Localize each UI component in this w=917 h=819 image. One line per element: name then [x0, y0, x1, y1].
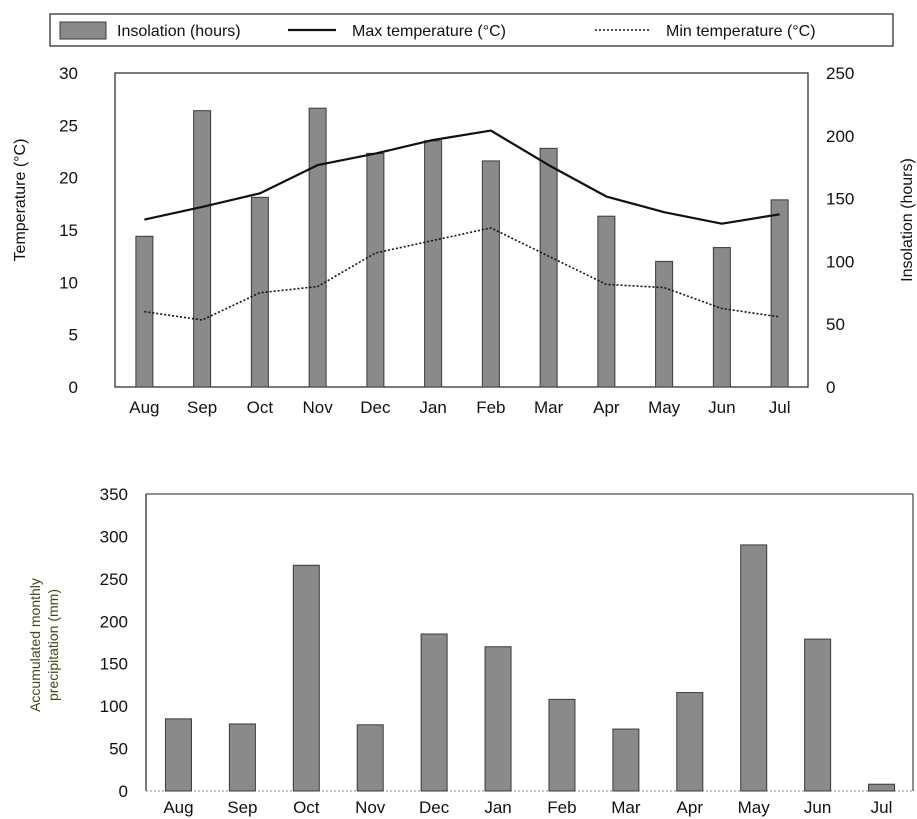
top-x-tick-label: May — [648, 398, 681, 417]
insolation-bar-may — [655, 260, 674, 388]
right-tick-label: 250 — [826, 64, 854, 83]
bottom-x-tick-label: Oct — [293, 798, 320, 817]
precipitation-bars — [164, 544, 896, 792]
bottom-x-tick-label: Jan — [484, 798, 511, 817]
bottom-x-tick-label: Feb — [547, 798, 576, 817]
precipitation-bar-jun — [804, 638, 832, 792]
precipitation-bar-dec — [420, 633, 448, 792]
precipitation-bar-sep — [228, 723, 256, 792]
insolation-bar-nov — [308, 107, 327, 388]
top-x-axis-ticks: Aug Sep Oct Nov Dec Jan Feb Mar Apr May Jun Jul — [129, 398, 790, 417]
insolation-bar-mar — [539, 147, 558, 388]
top-x-tick-label: Oct — [247, 398, 274, 417]
top-left-axis-title: Temperature (°C) — [12, 139, 29, 262]
top-x-tick-label: Nov — [303, 398, 334, 417]
precipitation-bar-mar — [612, 728, 640, 792]
bottom-y-tick-label: 0 — [119, 782, 128, 801]
insolation-bar-dec — [366, 152, 385, 388]
bottom-y-tick-label: 100 — [100, 697, 128, 716]
legend: Insolation (hours) Max temperature (°C) … — [49, 13, 894, 47]
top-x-tick-label: Jul — [769, 398, 791, 417]
bottom-y-tick-label: 150 — [100, 655, 128, 674]
insolation-bar-jan — [424, 140, 443, 388]
legend-label-insolation: Insolation (hours) — [117, 23, 241, 40]
bottom-y-axis-ticks: 0 50 100 150 200 250 300 350 — [100, 485, 128, 801]
right-tick-label: 200 — [826, 127, 854, 146]
temperature-lines — [144, 129, 780, 321]
bottom-x-tick-label: Mar — [611, 798, 641, 817]
top-x-tick-label: Dec — [360, 398, 391, 417]
insolation-bars — [135, 107, 789, 388]
bottom-x-tick-label: Jun — [804, 798, 831, 817]
precipitation-bar-oct — [292, 564, 320, 792]
insolation-bar-feb — [481, 160, 500, 388]
bottom-y-tick-label: 300 — [100, 527, 128, 546]
precipitation-bar-aug — [164, 718, 192, 792]
left-tick-label: 15 — [59, 221, 78, 240]
precipitation-chart: 0 50 100 150 200 250 300 350 Aug Sep Oct Nov Dec Jan… — [27, 485, 914, 817]
precipitation-bar-feb — [548, 698, 576, 792]
bottom-x-tick-label: Dec — [419, 798, 450, 817]
bottom-x-tick-label: Aug — [163, 798, 193, 817]
top-plot-frame — [114, 72, 809, 388]
bottom-axis-title-line2: precipitation (mm) — [45, 589, 61, 701]
bottom-y-tick-label: 350 — [100, 485, 128, 504]
insolation-bar-jul — [770, 199, 789, 388]
precipitation-bar-may — [740, 544, 768, 792]
max-temperature-line — [144, 129, 780, 225]
top-x-tick-label: Jun — [708, 398, 735, 417]
bottom-x-axis-ticks: Aug Sep Oct Nov Dec Jan Feb Mar Apr May Jun Jul — [163, 798, 892, 817]
left-axis-ticks: 0 5 10 15 20 25 30 — [59, 64, 78, 397]
left-tick-label: 5 — [69, 326, 78, 345]
precipitation-bar-apr — [676, 692, 704, 792]
insolation-bar-jun — [712, 247, 731, 388]
top-x-tick-label: Aug — [129, 398, 159, 417]
precipitation-bar-jan — [484, 646, 512, 792]
left-tick-label: 30 — [59, 64, 78, 83]
left-tick-label: 10 — [59, 273, 78, 292]
top-x-tick-label: Apr — [593, 398, 620, 417]
legend-label-max-temp: Max temperature (°C) — [352, 23, 506, 40]
min-temperature-line — [144, 227, 780, 321]
bottom-x-tick-label: Nov — [355, 798, 386, 817]
right-tick-label: 100 — [826, 252, 854, 271]
precipitation-bar-nov — [356, 724, 384, 792]
left-tick-label: 25 — [59, 116, 78, 135]
precipitation-bar-jul — [868, 783, 896, 792]
left-tick-label: 0 — [69, 378, 78, 397]
top-x-tick-label: Jan — [419, 398, 446, 417]
legend-label-min-temp: Min temperature (°C) — [666, 23, 816, 40]
top-x-tick-label: Mar — [534, 398, 564, 417]
bottom-axis-title-line1: Accumulated monthly — [27, 578, 43, 712]
bottom-x-tick-label: Jul — [871, 798, 893, 817]
left-tick-label: 20 — [59, 169, 78, 188]
right-tick-label: 150 — [826, 190, 854, 209]
bottom-y-tick-label: 200 — [100, 612, 128, 631]
top-x-tick-label: Feb — [476, 398, 505, 417]
insolation-bar-sep — [193, 110, 212, 388]
legend-swatch-insolation — [59, 21, 107, 40]
bottom-x-tick-label: Apr — [677, 798, 704, 817]
top-x-tick-label: Sep — [187, 398, 217, 417]
right-tick-label: 0 — [826, 378, 835, 397]
top-right-axis-title: Insolation (hours) — [899, 158, 916, 282]
right-tick-label: 50 — [826, 315, 845, 334]
bottom-x-tick-label: Sep — [227, 798, 257, 817]
legend-box — [49, 13, 894, 47]
bottom-y-tick-label: 50 — [109, 740, 128, 759]
temperature-insolation-chart: 0 5 10 15 20 25 30 0 50 100 150 200 250 Aug Sep Oct No… — [12, 64, 916, 417]
right-axis-ticks: 0 50 100 150 200 250 — [826, 64, 854, 397]
bottom-y-tick-label: 250 — [100, 570, 128, 589]
insolation-bar-oct — [250, 196, 269, 388]
insolation-bar-apr — [597, 215, 616, 388]
bottom-x-tick-label: May — [738, 798, 771, 817]
